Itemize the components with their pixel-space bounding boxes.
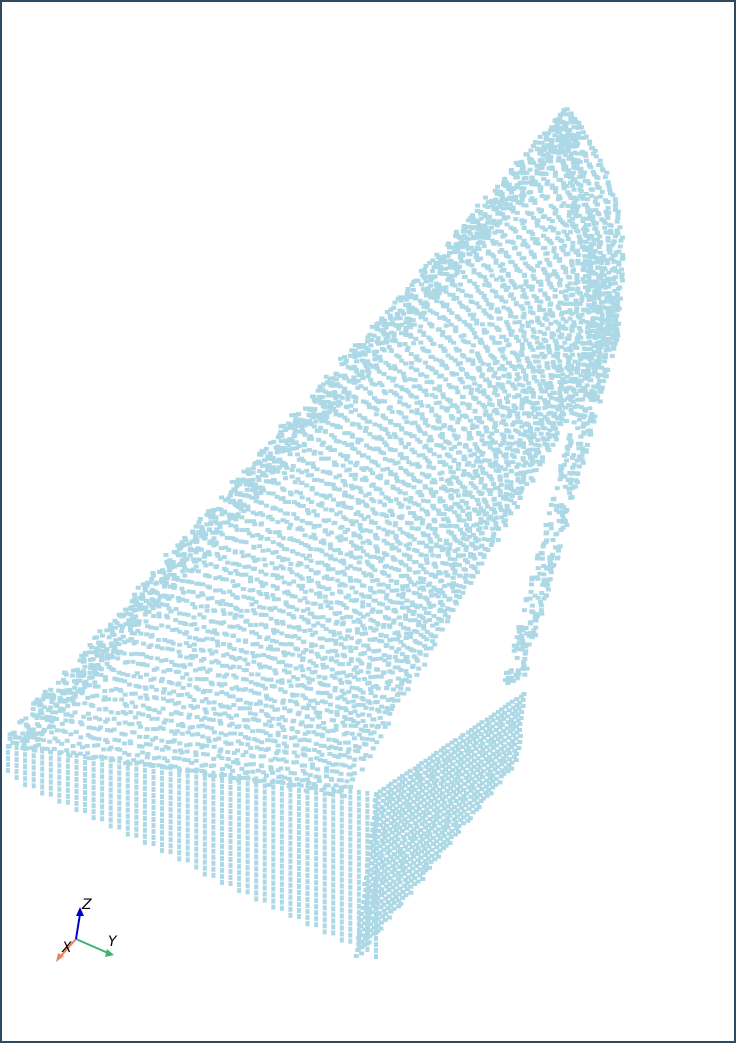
x-axis-arrow: [59, 938, 77, 958]
x-axis-label: X: [61, 940, 72, 956]
point-cloud: [6, 107, 626, 959]
z-axis-arrowhead: [76, 907, 84, 916]
z-axis-arrow: [75, 913, 81, 940]
y-axis-label: Y: [108, 934, 118, 950]
y-axis-arrowhead: [105, 949, 114, 957]
y-axis-arrow: [75, 938, 109, 954]
x-axis-arrowhead: [56, 953, 64, 962]
z-axis-label: Z: [81, 897, 92, 913]
axes-triad: X Y Z: [56, 897, 118, 962]
